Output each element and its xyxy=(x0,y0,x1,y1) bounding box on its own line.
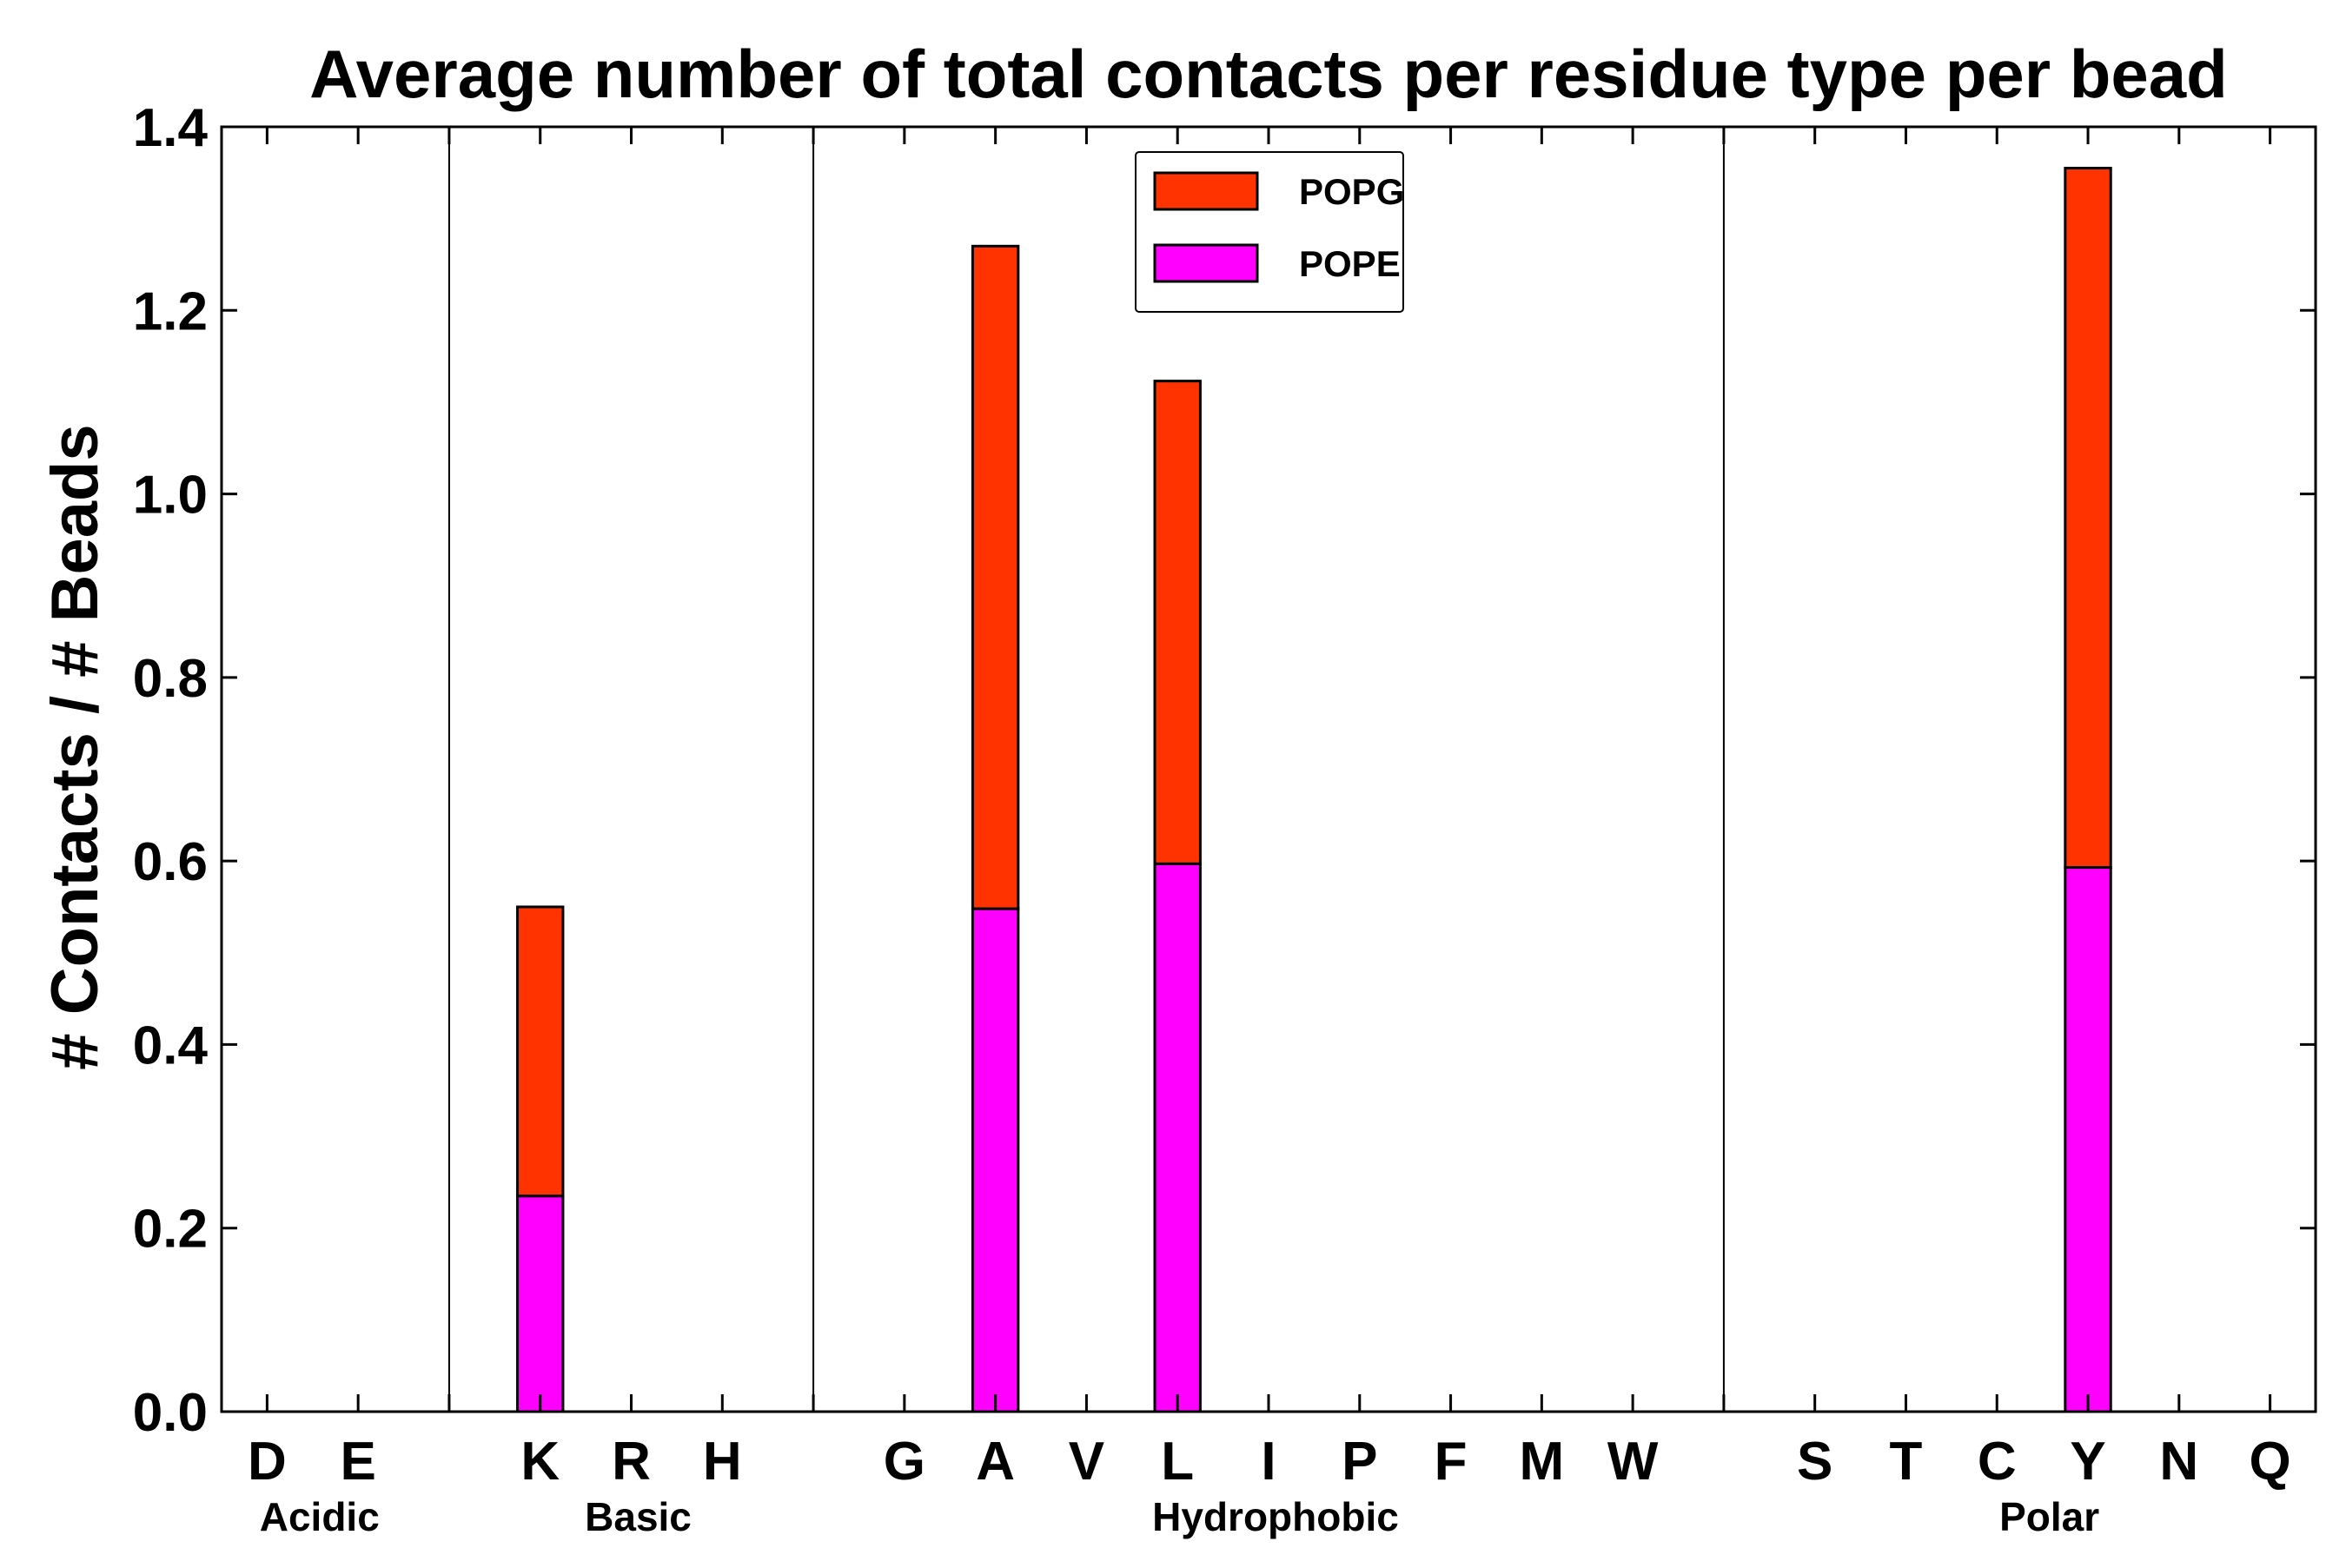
x-tick-label-E: E xyxy=(340,1432,375,1492)
y-tick-label: 1.2 xyxy=(133,281,208,341)
y-tick-label: 1.0 xyxy=(133,466,208,526)
x-tick-label-P: P xyxy=(1342,1432,1377,1492)
y-tick-label: 0.4 xyxy=(133,1016,209,1075)
x-tick-label-T: T xyxy=(1890,1432,1923,1492)
group-label-polar: Polar xyxy=(1999,1494,2099,1539)
x-tick-label-G: G xyxy=(884,1432,925,1492)
y-tick-label: 0.8 xyxy=(133,649,208,709)
group-label-basic: Basic xyxy=(585,1494,692,1539)
legend-swatch-popg xyxy=(1153,171,1259,211)
bar-pope-Y xyxy=(2064,866,2112,1413)
legend-label-popg: POPG xyxy=(1299,171,1404,212)
x-tick-label-C: C xyxy=(1978,1432,2017,1492)
x-tick-label-R: R xyxy=(612,1432,651,1492)
group-label-hydrophobic: Hydrophobic xyxy=(1152,1494,1399,1539)
ticks-layer: 0.0 0.2 0.4 0.6 0.8 1.0 1.2 1.4 D E K R H G A V L I P F M W S T… xyxy=(133,98,2316,1539)
x-tick-label-M: M xyxy=(1520,1432,1565,1492)
x-tick-label-Q: Q xyxy=(2249,1432,2290,1492)
bar-popg-K xyxy=(516,905,565,1198)
x-tick-label-N: N xyxy=(2159,1432,2198,1492)
x-tick-label-V: V xyxy=(1069,1432,1104,1492)
bar-popg-A xyxy=(971,244,1020,910)
x-tick-label-L: L xyxy=(1161,1432,1194,1492)
x-tick-label-D: D xyxy=(248,1432,287,1492)
x-tick-label-S: S xyxy=(1797,1432,1832,1492)
x-tick-label-F: F xyxy=(1435,1432,1468,1492)
y-tick-label: 1.4 xyxy=(133,98,209,158)
bar-popg-L xyxy=(1153,380,1202,865)
x-tick-label-K: K xyxy=(520,1432,560,1492)
group-label-acidic: Acidic xyxy=(260,1494,380,1539)
legend-swatch-pope xyxy=(1153,243,1259,283)
legend: POPG POPE xyxy=(1135,151,1404,313)
y-tick-label: 0.0 xyxy=(133,1383,208,1443)
bar-pope-K xyxy=(516,1194,565,1413)
legend-label-pope: POPE xyxy=(1299,243,1401,284)
x-tick-label-W: W xyxy=(1607,1432,1659,1492)
x-tick-label-I: I xyxy=(1261,1432,1276,1492)
chart-title: Average number of total contacts per res… xyxy=(309,36,2228,112)
y-tick-label: 0.6 xyxy=(133,832,208,892)
bar-pope-L xyxy=(1153,862,1202,1413)
bars-layer xyxy=(516,167,2112,1413)
y-axis-label: # Contacts / # Beads xyxy=(38,424,112,1069)
bar-pope-A xyxy=(971,907,1020,1413)
bar-popg-Y xyxy=(2064,167,2112,870)
x-tick-label-A: A xyxy=(976,1432,1015,1492)
x-tick-label-H: H xyxy=(703,1432,742,1492)
y-tick-label: 0.2 xyxy=(133,1200,208,1260)
x-tick-label-Y: Y xyxy=(2070,1432,2105,1492)
